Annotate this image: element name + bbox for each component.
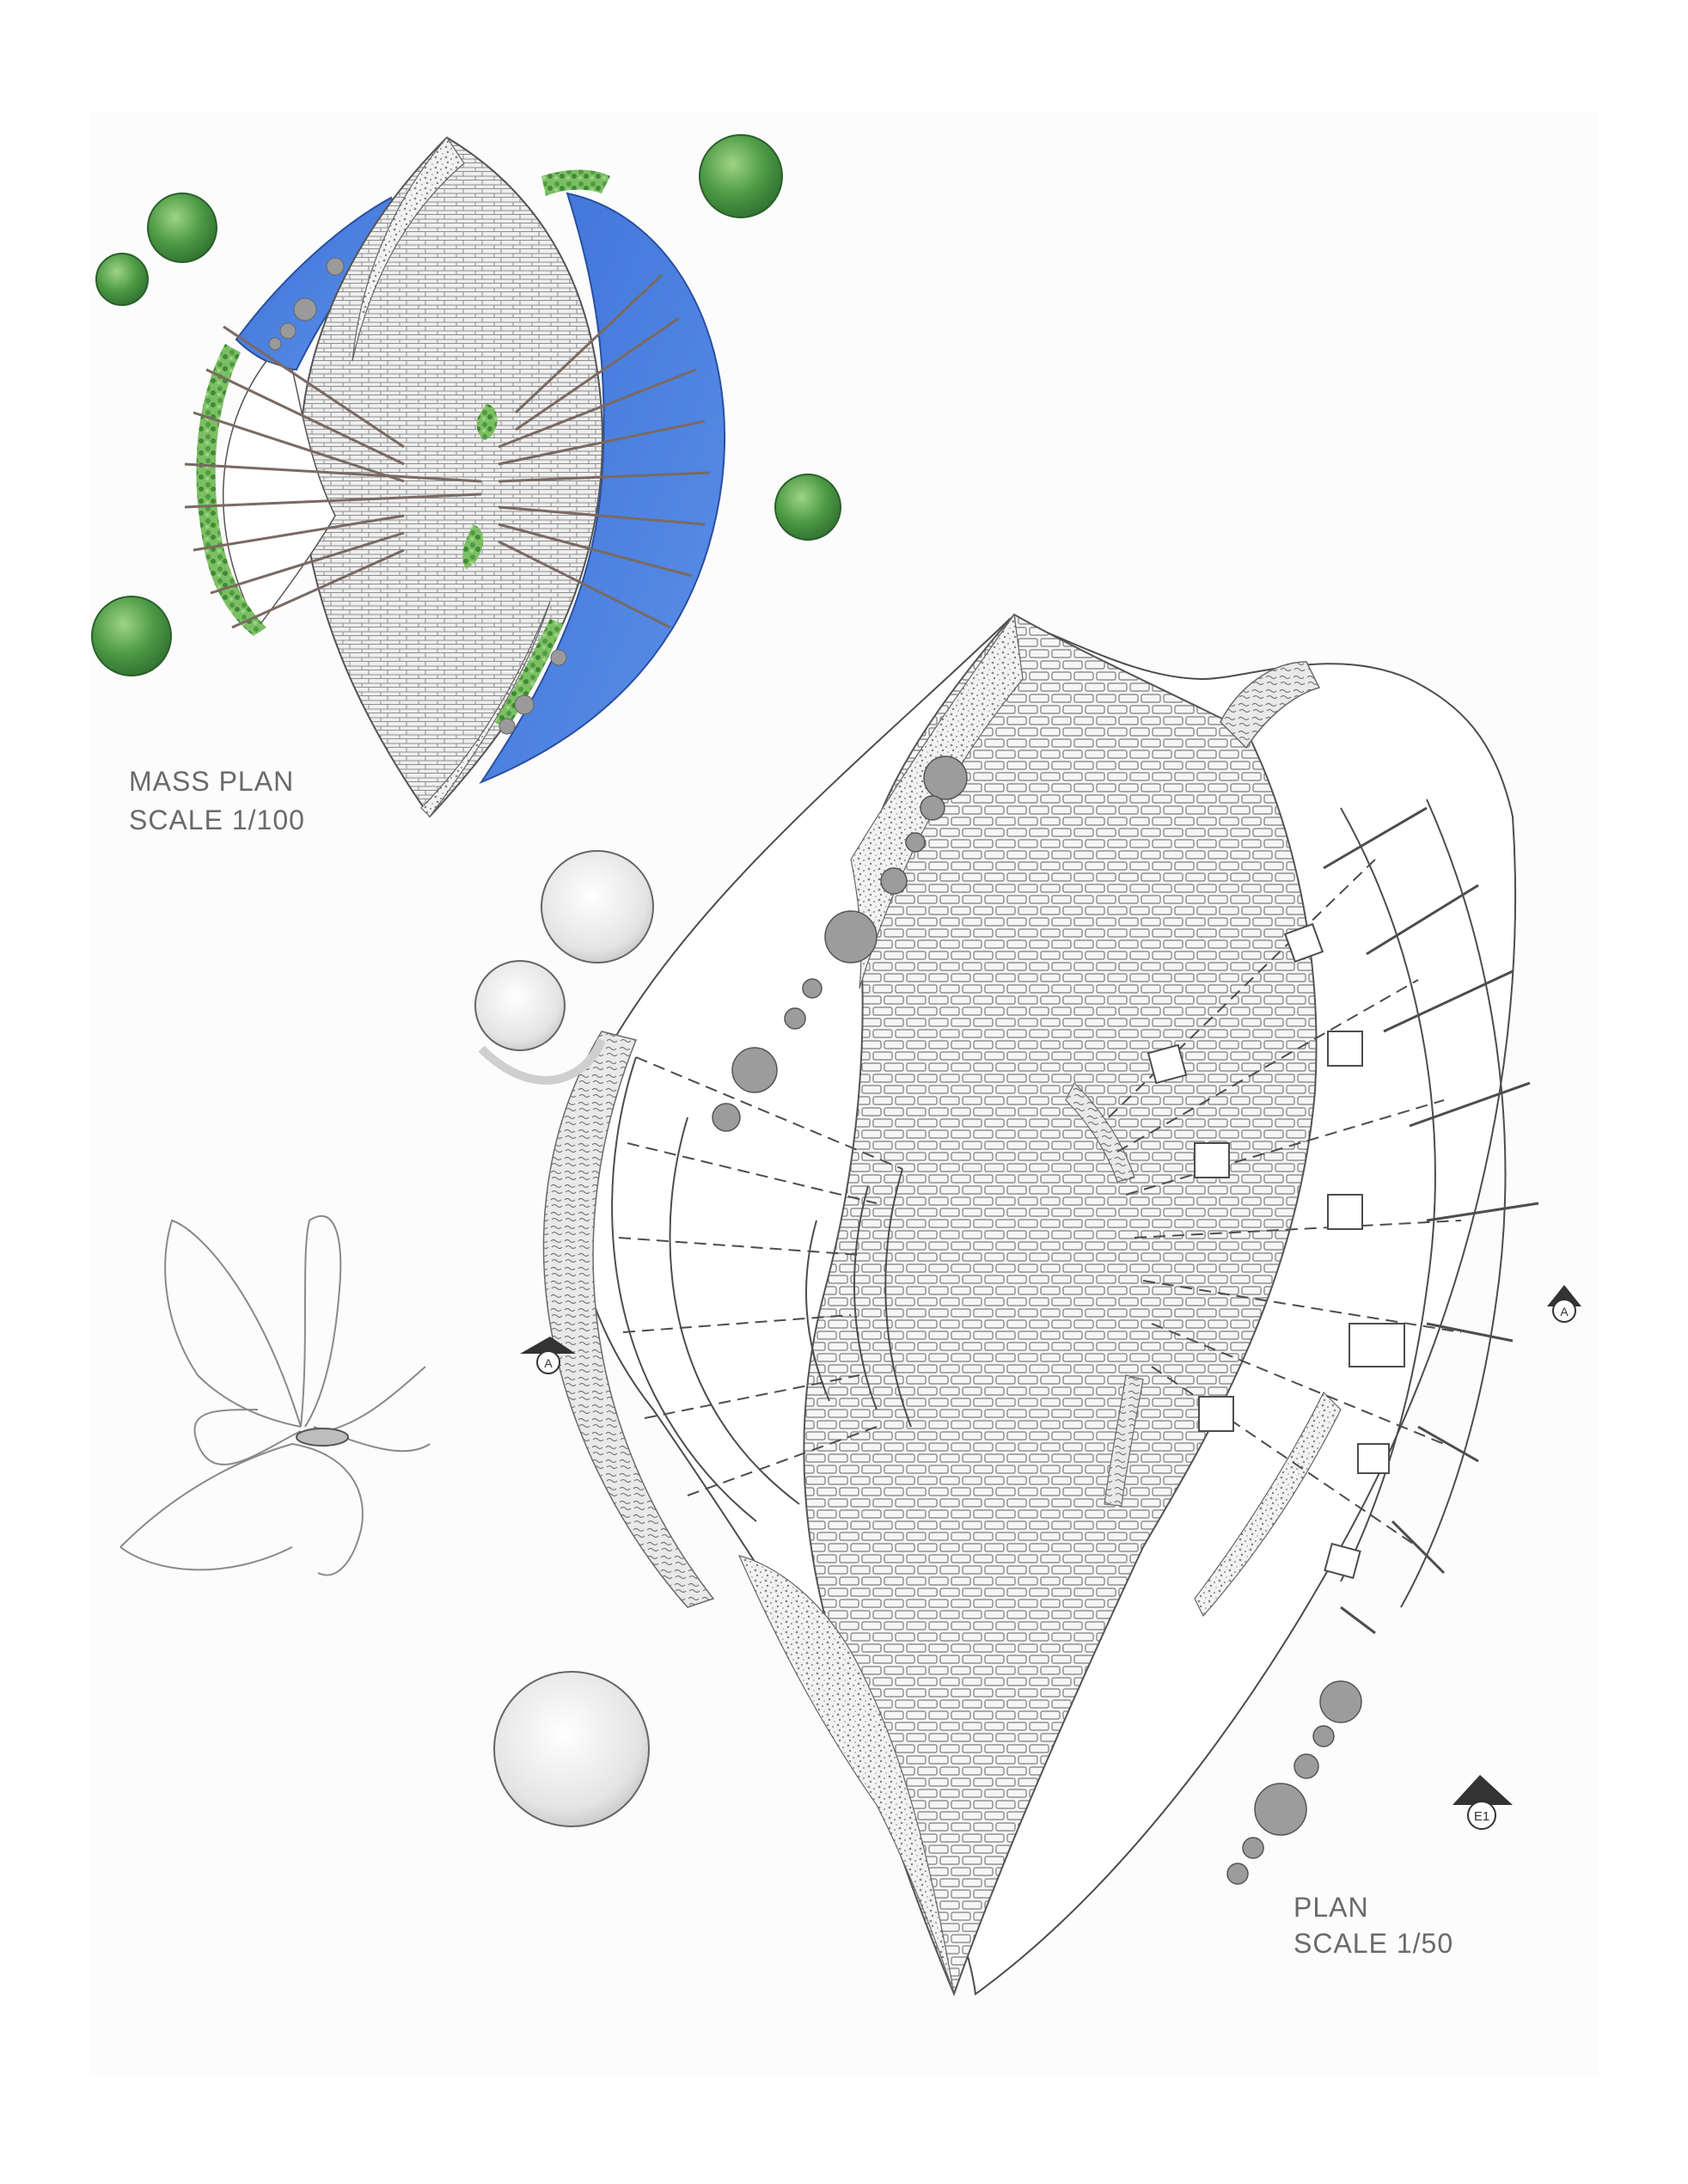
plan-title: PLAN (1294, 1892, 1369, 1923)
plan-scale: SCALE 1/50 (1294, 1928, 1453, 1959)
tree-icon (700, 135, 782, 217)
tree-icon (775, 474, 841, 540)
section-marker-left-label: A (544, 1356, 553, 1370)
mass-plan-scale: SCALE 1/100 (129, 804, 305, 835)
tree-icon (475, 961, 565, 1050)
mass-plan-title: MASS PLAN (129, 766, 294, 797)
tree-icon (494, 1672, 649, 1826)
elevation-marker-label: E1 (1474, 1809, 1489, 1824)
tree-icon (148, 193, 217, 262)
tree-icon (96, 254, 148, 305)
section-marker-right-label: A (1560, 1305, 1569, 1318)
tree-icon (541, 851, 653, 963)
tree-icon (92, 596, 171, 676)
